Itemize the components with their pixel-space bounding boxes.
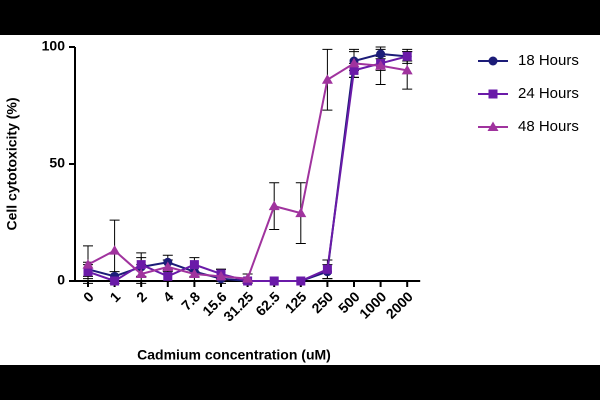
point (349, 65, 359, 75)
point (488, 89, 498, 99)
y-tick-label: 0 (57, 272, 65, 288)
point (487, 121, 499, 131)
point (189, 260, 199, 270)
y-tick-label: 100 (42, 38, 66, 54)
point (162, 261, 174, 271)
point (322, 264, 332, 274)
point (83, 267, 93, 277)
point (401, 64, 413, 75)
point (163, 271, 173, 281)
point (268, 200, 280, 211)
point (488, 56, 498, 66)
point (348, 57, 360, 68)
point (110, 276, 120, 286)
point (295, 207, 307, 218)
point (188, 268, 200, 278)
point (109, 245, 121, 255)
point (135, 268, 147, 278)
y-axis-label: Cell cytotoxicity (%) (4, 97, 20, 230)
y-tick-label: 50 (49, 155, 65, 171)
point (376, 49, 386, 59)
legend-label: 18 Hours (518, 52, 579, 69)
legend-label: 24 Hours (518, 85, 579, 102)
legend-label: 48 Hours (518, 118, 579, 135)
point (375, 60, 387, 70)
point (402, 51, 412, 61)
point (269, 276, 279, 286)
point (136, 260, 146, 270)
point (296, 276, 306, 286)
point (242, 273, 254, 283)
point (215, 270, 227, 281)
canvas (0, 35, 600, 365)
point (321, 74, 333, 84)
point (82, 259, 94, 269)
x-axis-label: Cadmium concentration (uM) (137, 347, 331, 363)
